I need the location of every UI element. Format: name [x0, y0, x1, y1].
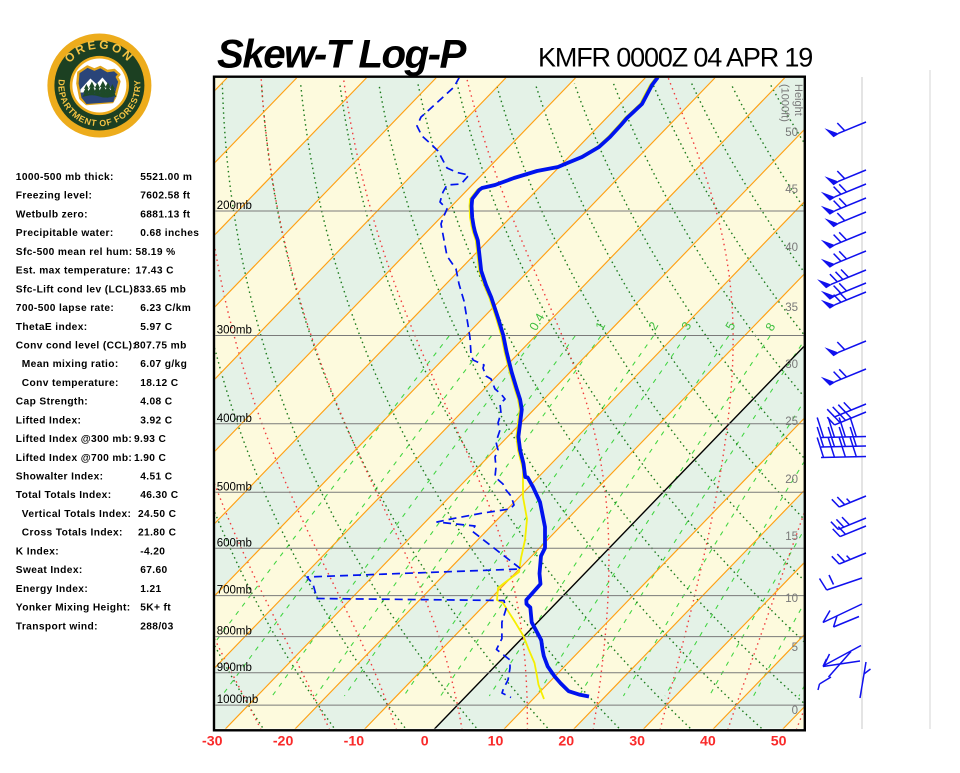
svg-text:17.43 C: 17.43 C — [136, 266, 175, 277]
svg-text:1000mb: 1000mb — [217, 694, 259, 706]
svg-text:15: 15 — [785, 531, 798, 543]
svg-text:Est. max temperature:: Est. max temperature: — [16, 266, 131, 277]
svg-text:1.21: 1.21 — [140, 584, 161, 595]
svg-text:46.30 C: 46.30 C — [140, 490, 179, 501]
svg-text:35: 35 — [785, 302, 798, 314]
svg-text:4.51 C: 4.51 C — [140, 472, 173, 483]
svg-text:600mb: 600mb — [217, 537, 252, 549]
svg-text:Conv temperature:: Conv temperature: — [22, 378, 119, 389]
svg-text:18.12 C: 18.12 C — [140, 378, 179, 389]
svg-text:67.60: 67.60 — [140, 565, 167, 576]
svg-text:5: 5 — [792, 642, 798, 654]
svg-text:Precipitable water:: Precipitable water: — [16, 228, 114, 239]
svg-text:Lifted Index:: Lifted Index: — [16, 415, 82, 426]
svg-text:3.92 C: 3.92 C — [140, 415, 173, 426]
svg-text:50: 50 — [771, 734, 787, 750]
svg-text:ThetaE index:: ThetaE index: — [16, 322, 88, 333]
svg-text:833.65 mb: 833.65 mb — [134, 284, 187, 295]
svg-text:Freezing level:: Freezing level: — [16, 191, 92, 202]
svg-text:K Index:: K Index: — [16, 546, 59, 557]
svg-text:30: 30 — [629, 734, 645, 750]
svg-text:24.50 C: 24.50 C — [138, 509, 177, 520]
svg-text:KMFR 0000Z 04 APR 19: KMFR 0000Z 04 APR 19 — [538, 43, 812, 73]
svg-text:Showalter Index:: Showalter Index: — [16, 472, 104, 483]
svg-text:4.08 C: 4.08 C — [140, 397, 173, 408]
svg-text:7602.58 ft: 7602.58 ft — [140, 191, 190, 202]
svg-text:-30: -30 — [202, 734, 223, 750]
svg-text:900mb: 900mb — [217, 662, 252, 674]
svg-text:807.75 mb: 807.75 mb — [134, 341, 187, 352]
svg-text:Lifted Index @700 mb:: Lifted Index @700 mb: — [16, 453, 132, 464]
svg-text:40: 40 — [700, 734, 716, 750]
svg-text:50: 50 — [785, 127, 798, 139]
svg-text:1000-500 mb thick:: 1000-500 mb thick: — [16, 172, 114, 183]
svg-text:45: 45 — [785, 184, 798, 196]
svg-text:Sfc-500 mean rel hum:: Sfc-500 mean rel hum: — [16, 247, 133, 258]
svg-text:21.80 C: 21.80 C — [138, 528, 177, 539]
svg-text:Cap Strength:: Cap Strength: — [16, 397, 88, 408]
svg-text:1.90 C: 1.90 C — [134, 453, 167, 464]
svg-text:(1000ft): (1000ft) — [779, 84, 791, 122]
svg-text:58.19 %: 58.19 % — [136, 247, 176, 258]
svg-text:700-500 lapse rate:: 700-500 lapse rate: — [16, 303, 114, 314]
svg-text:20: 20 — [558, 734, 574, 750]
svg-text:Conv cond level (CCL):: Conv cond level (CCL): — [16, 341, 136, 352]
svg-text:300mb: 300mb — [217, 325, 252, 337]
svg-text:5K+ ft: 5K+ ft — [140, 603, 171, 614]
svg-text:25: 25 — [785, 416, 798, 428]
svg-text:0.68 inches: 0.68 inches — [140, 228, 199, 239]
svg-text:Skew-T Log-P: Skew-T Log-P — [217, 31, 466, 76]
svg-text:Sfc-Lift cond lev (LCL):: Sfc-Lift cond lev (LCL): — [16, 284, 137, 295]
svg-text:30: 30 — [785, 359, 798, 371]
svg-text:Total Totals Index:: Total Totals Index: — [16, 490, 112, 501]
svg-text:6881.13 ft: 6881.13 ft — [140, 209, 190, 220]
svg-text:5.97 C: 5.97 C — [140, 322, 173, 333]
svg-text:500mb: 500mb — [217, 481, 252, 493]
svg-text:0: 0 — [792, 705, 798, 717]
svg-text:20: 20 — [785, 474, 798, 486]
svg-text:400mb: 400mb — [217, 413, 252, 425]
svg-text:200mb: 200mb — [217, 200, 252, 212]
svg-text:10: 10 — [785, 593, 798, 605]
svg-text:Yonker Mixing Height:: Yonker Mixing Height: — [16, 603, 131, 614]
svg-text:Transport wind:: Transport wind: — [16, 621, 98, 632]
svg-text:Mean mixing ratio:: Mean mixing ratio: — [22, 359, 119, 370]
svg-text:9.93 C: 9.93 C — [134, 434, 167, 445]
svg-text:Vertical Totals Index:: Vertical Totals Index: — [22, 509, 132, 520]
svg-text:Lifted Index @300 mb:: Lifted Index @300 mb: — [16, 434, 132, 445]
svg-text:Wetbulb zero:: Wetbulb zero: — [16, 209, 88, 220]
svg-text:Cross Totals Index:: Cross Totals Index: — [22, 528, 123, 539]
svg-text:40: 40 — [785, 242, 798, 254]
svg-text:-4.20: -4.20 — [140, 546, 165, 557]
svg-text:Sweat Index:: Sweat Index: — [16, 565, 83, 576]
svg-text:5521.00 m: 5521.00 m — [140, 172, 192, 183]
svg-text:Height: Height — [792, 84, 804, 116]
svg-text:6.23 C/km: 6.23 C/km — [140, 303, 191, 314]
svg-text:0: 0 — [421, 734, 429, 750]
svg-text:288/03: 288/03 — [140, 621, 173, 632]
svg-text:700mb: 700mb — [217, 585, 252, 597]
svg-text:800mb: 800mb — [217, 626, 252, 638]
svg-text:10: 10 — [488, 734, 504, 750]
svg-text:Energy Index:: Energy Index: — [16, 584, 88, 595]
svg-text:6.07 g/kg: 6.07 g/kg — [140, 359, 187, 370]
svg-text:-20: -20 — [273, 734, 294, 750]
svg-text:-10: -10 — [344, 734, 365, 750]
